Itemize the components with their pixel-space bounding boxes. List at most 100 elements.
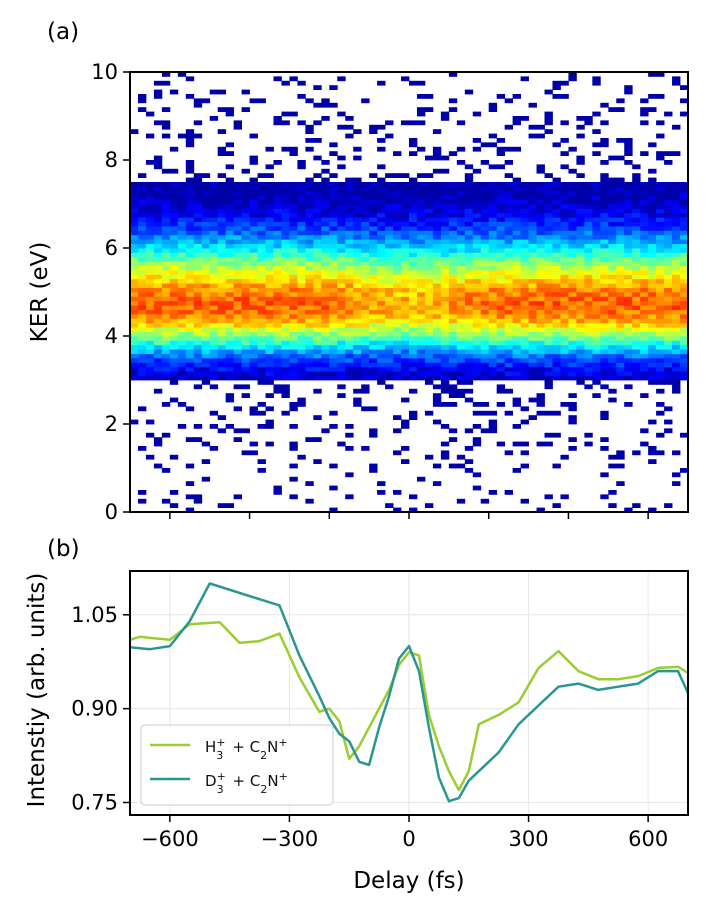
heatmap-cell — [369, 274, 378, 280]
heatmap-cell — [528, 230, 537, 236]
heatmap-cell — [448, 388, 458, 394]
heatmap-cell — [329, 358, 338, 363]
heatmap-cell — [432, 393, 442, 398]
heatmap-cell — [600, 446, 609, 451]
heatmap-cell — [488, 287, 498, 293]
heatmap-cell — [161, 327, 171, 332]
heatmap-cell — [169, 212, 179, 218]
heatmap-cell — [656, 305, 665, 310]
heatmap-cell — [648, 142, 657, 148]
heatmap-cell — [664, 283, 673, 288]
heatmap-cell — [464, 344, 474, 350]
heatmap-cell — [672, 336, 681, 341]
heatmap-cell — [305, 199, 314, 205]
heatmap-cell — [329, 287, 338, 293]
heatmap-cell — [552, 322, 561, 328]
heatmap-cell — [680, 252, 689, 258]
heatmap-cell — [169, 265, 179, 271]
heatmap-cell — [464, 248, 474, 253]
heatmap-cell — [616, 234, 625, 240]
heatmap-cell — [297, 292, 306, 297]
heatmap-cell — [177, 375, 187, 381]
heatmap-cell — [145, 208, 155, 214]
heatmap-cell — [504, 265, 514, 271]
heatmap-cell — [153, 212, 163, 218]
heatmap-cell — [401, 226, 410, 231]
heatmap-cell — [528, 296, 537, 302]
heatmap-cell — [225, 212, 235, 218]
heatmap-cell — [456, 252, 466, 258]
heatmap-cell — [472, 221, 482, 227]
heatmap-cell — [345, 133, 354, 139]
heatmap-cell — [664, 292, 673, 297]
heatmap-cell — [249, 362, 258, 368]
heatmap-cell — [560, 80, 569, 86]
heatmap-cell — [233, 239, 242, 244]
heatmap-cell — [576, 256, 585, 262]
heatmap-cell — [377, 234, 386, 240]
heatmap-cell — [345, 344, 354, 350]
heatmap-cell — [169, 270, 179, 275]
heatmap-cell — [401, 287, 410, 293]
heatmap-cell — [664, 186, 673, 192]
heatmap-cell — [249, 212, 258, 218]
heatmap-cell — [153, 190, 163, 196]
heatmap-cell — [664, 331, 673, 337]
heatmap-cell — [345, 274, 354, 280]
heatmap-cell — [656, 120, 665, 126]
heatmap-cell — [369, 124, 378, 130]
heatmap-cell — [672, 344, 681, 350]
heatmap-cell — [249, 322, 258, 328]
heatmap-cell — [297, 80, 306, 86]
heatmap-cell — [273, 331, 282, 337]
heatmap-cell — [576, 327, 585, 332]
heatmap-cell — [640, 287, 649, 293]
heatmap-cell — [552, 177, 561, 183]
heatmap-cell — [592, 256, 601, 262]
heatmap-cell — [305, 318, 314, 324]
heatmap-cell — [424, 256, 434, 262]
heatmap-cell — [608, 230, 617, 236]
heatmap-cell — [576, 305, 585, 310]
heatmap-cell — [321, 186, 330, 192]
heatmap-cell — [273, 217, 282, 222]
heatmap-cell — [528, 190, 537, 196]
heatmap-cell — [632, 195, 641, 200]
heatmap-cell — [385, 239, 394, 244]
heatmap-cell — [297, 340, 306, 346]
legend-entry-d3: D3+ + C2N+ — [205, 770, 288, 796]
heatmap-cell — [297, 265, 306, 271]
heatmap-cell — [273, 230, 282, 236]
heatmap-cell — [153, 186, 163, 192]
heatmap-cell — [289, 463, 298, 469]
heatmap-cell — [416, 230, 426, 236]
heatmap-cell — [488, 340, 498, 346]
heatmap-cell — [608, 265, 617, 271]
heatmap-cell — [233, 322, 242, 328]
heatmap-cell — [145, 318, 155, 324]
heatmap-cell — [193, 239, 203, 244]
heatmap-cell — [177, 239, 187, 244]
heatmap-cell — [137, 261, 147, 266]
heatmap-cell — [265, 186, 274, 192]
heatmap-cell — [536, 164, 545, 170]
heatmap-cell — [552, 278, 561, 284]
heatmap-cell — [145, 305, 155, 310]
heatmap-cell — [409, 362, 418, 368]
heatmap-cell — [608, 226, 617, 231]
heatmap-cell — [472, 278, 482, 284]
heatmap-cell — [488, 199, 498, 205]
heatmap-cell — [632, 212, 641, 218]
heatmap-cell — [305, 283, 314, 288]
heatmap-cell — [153, 327, 163, 332]
heatmap-cell — [416, 252, 426, 258]
heatmap-cell — [496, 388, 506, 394]
heatmap-cell — [552, 243, 561, 249]
heatmap-cell — [313, 322, 322, 328]
heatmap-cell — [297, 230, 306, 236]
heatmap-cell — [201, 208, 211, 214]
heatmap-cell — [528, 102, 537, 108]
heatmap-cell — [616, 362, 625, 368]
heatmap-cell — [448, 296, 458, 302]
heatmap-cell — [353, 305, 362, 310]
